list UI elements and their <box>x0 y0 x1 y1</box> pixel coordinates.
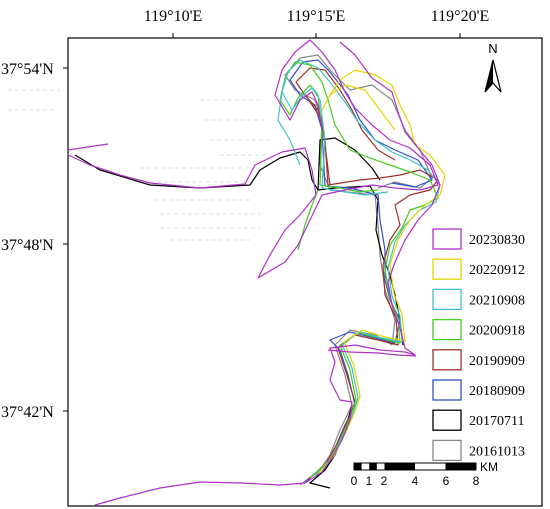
coastline-20161013 <box>284 54 433 486</box>
legend-label-20230830: 20230830 <box>469 233 525 248</box>
legend-label-20180909: 20180909 <box>469 384 525 399</box>
legend-label-20170711: 20170711 <box>469 414 524 429</box>
legend-label-20161013: 20161013 <box>469 444 525 459</box>
coastline-20180909 <box>289 59 433 483</box>
lon-label-1: 119°10'E <box>144 8 202 25</box>
scale-bar <box>353 462 477 471</box>
coastline-20210908 <box>277 59 441 477</box>
north-label: N <box>488 41 497 56</box>
scale-tick-0: 0 <box>351 474 358 488</box>
tidal-flat-texture <box>8 89 275 241</box>
legend-swatch-20210908 <box>432 288 462 311</box>
coastline-20230830-spit <box>327 349 417 357</box>
legend-label-20220912: 20220912 <box>469 263 525 278</box>
coastline-20230830 <box>67 39 441 506</box>
legend: 20230830 20220912 20210908 20200918 20190909… <box>432 228 525 462</box>
legend-swatch-20170711 <box>432 409 462 431</box>
map-frame <box>67 37 543 507</box>
coastlines <box>67 39 446 506</box>
lon-label-2: 119°15'E <box>287 8 345 25</box>
scale-tick-2: 2 <box>381 474 388 488</box>
north-arrow-icon <box>484 59 502 93</box>
scale-tick-4: 4 <box>412 474 419 488</box>
lat-label-2: 37°48'N <box>1 237 54 254</box>
legend-swatch-20230830 <box>432 228 462 250</box>
graticule-ticks <box>63 33 461 412</box>
legend-label-20190909: 20190909 <box>469 354 525 369</box>
lon-label-3: 119°20'E <box>431 8 489 25</box>
legend-label-20200918: 20200918 <box>469 324 525 339</box>
scale-unit: KM <box>480 460 498 474</box>
legend-swatch-20190909 <box>432 349 462 371</box>
legend-label-20210908: 20210908 <box>469 293 525 308</box>
legend-swatch-20200918 <box>432 318 462 341</box>
legend-swatch-20161013 <box>432 439 462 462</box>
scale-tick-6: 6 <box>443 474 450 488</box>
scale-tick-1: 1 <box>366 474 373 488</box>
lat-label-1: 37°54'N <box>1 61 54 78</box>
lat-label-3: 37°42'N <box>1 404 54 421</box>
coastline-20220912 <box>317 69 446 475</box>
scale-tick-8: 8 <box>473 474 480 488</box>
legend-swatch-20180909 <box>432 379 462 401</box>
legend-swatch-20220912 <box>432 258 462 280</box>
